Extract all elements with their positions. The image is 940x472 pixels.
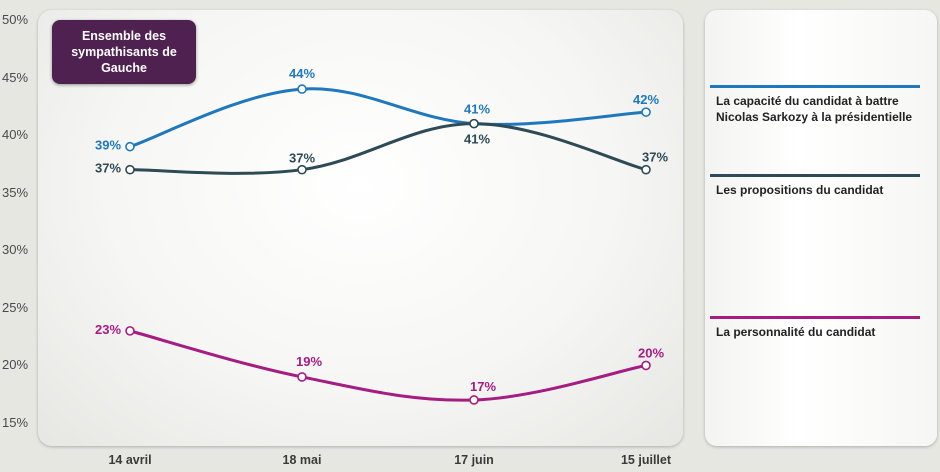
series-line-personnalite	[129, 329, 647, 402]
data-label-propositions: 37%	[289, 151, 315, 166]
y-tick-label: 15%	[2, 415, 29, 430]
data-point-propositions	[125, 164, 135, 175]
legend-swatch	[710, 174, 920, 177]
x-tick-label: 17 juin	[454, 453, 494, 467]
data-label-capacite: 39%	[95, 138, 121, 153]
y-tick-label: 50%	[2, 12, 29, 27]
data-label-personnalite: 19%	[296, 354, 322, 369]
data-point-propositions	[297, 164, 307, 175]
series-line-propositions	[129, 122, 647, 175]
x-tick-label: 14 avril	[108, 453, 152, 467]
data-point-capacite	[297, 84, 307, 94]
x-tick-label: 15 juillet	[620, 453, 672, 467]
data-label-personnalite: 20%	[638, 345, 664, 360]
y-tick-label: 35%	[2, 184, 29, 200]
data-label-propositions: 37%	[95, 161, 121, 176]
legend-label: La capacité du candidat à battre Nicolas…	[716, 94, 913, 124]
x-tick-label: 18 mai	[282, 453, 322, 467]
data-label-propositions: 41%	[464, 132, 490, 147]
data-label-capacite: 42%	[633, 92, 659, 107]
data-point-capacite	[125, 141, 135, 152]
data-point-personnalite	[641, 360, 651, 371]
legend-panel	[705, 10, 937, 446]
y-tick-label: 45%	[2, 69, 29, 85]
legend-label: La personnalité du candidat	[716, 325, 876, 339]
data-point-propositions	[641, 164, 651, 175]
legend-swatch	[710, 316, 920, 319]
data-point-personnalite	[297, 372, 307, 382]
chart-title: Ensemble des sympathisants de Gauche	[71, 29, 177, 75]
y-tick-label: 40%	[2, 127, 29, 143]
data-point-personnalite	[469, 395, 479, 405]
data-point-capacite	[641, 107, 651, 117]
data-label-capacite: 41%	[464, 102, 490, 117]
y-tick-label: 25%	[2, 299, 29, 315]
y-tick-label: 30%	[2, 242, 29, 258]
chart-title-box: Ensemble des sympathisants de Gauche	[52, 20, 196, 84]
data-point-personnalite	[125, 326, 135, 336]
legend-swatch	[710, 85, 920, 88]
y-tick-label: 20%	[2, 357, 29, 373]
series-line-capacite	[129, 87, 647, 149]
data-label-propositions: 37%	[642, 150, 668, 165]
data-label-capacite: 44%	[289, 66, 315, 81]
data-point-propositions	[469, 118, 479, 129]
legend-label: Les propositions du candidat	[716, 183, 884, 197]
data-label-personnalite: 17%	[470, 379, 496, 394]
data-label-personnalite: 23%	[95, 322, 121, 337]
